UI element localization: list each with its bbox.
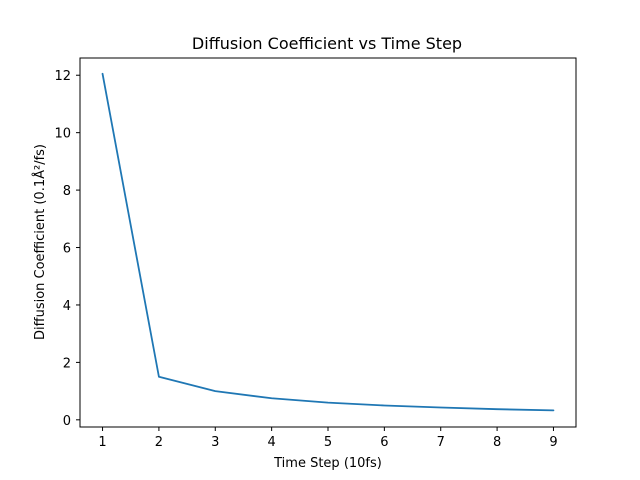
x-tick-label: 6 [380, 435, 388, 450]
axes-frame [79, 57, 577, 428]
y-axis: 0 2 4 6 8 10 12 [54, 69, 80, 429]
y-tick-label: 12 [54, 69, 71, 84]
series-line [101, 72, 555, 412]
x-tick-label: 3 [211, 435, 219, 450]
x-tick-label: 8 [493, 435, 501, 450]
x-axis: 1 2 3 4 5 6 7 8 9 [98, 427, 558, 450]
y-tick-label: 4 [63, 299, 71, 314]
x-tick-label: 1 [98, 435, 106, 450]
y-tick-label: 8 [63, 184, 71, 199]
y-tick-label: 0 [63, 414, 71, 429]
series-group [101, 72, 555, 412]
x-tick-label: 5 [324, 435, 332, 450]
y-tick-label: 10 [54, 127, 71, 142]
y-axis-label: Diffusion Coefficient (0.1Å²/fs) [32, 144, 48, 340]
chart-title: Diffusion Coefficient vs Time Step [192, 34, 462, 53]
y-tick-label: 6 [63, 242, 71, 257]
x-tick-label: 9 [549, 435, 557, 450]
x-tick-label: 7 [437, 435, 445, 450]
y-tick-label: 2 [63, 356, 71, 371]
x-axis-label: Time Step (10fs) [273, 456, 382, 471]
x-tick-label: 2 [155, 435, 163, 450]
x-tick-label: 4 [267, 435, 275, 450]
